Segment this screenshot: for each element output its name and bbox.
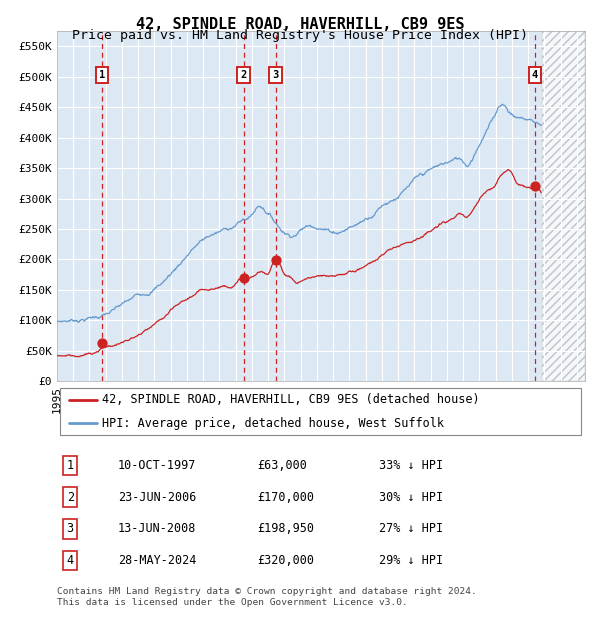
Text: 42, SPINDLE ROAD, HAVERHILL, CB9 9ES (detached house): 42, SPINDLE ROAD, HAVERHILL, CB9 9ES (de… (102, 394, 479, 407)
Text: 10-OCT-1997: 10-OCT-1997 (118, 459, 196, 472)
Text: 3: 3 (67, 522, 74, 535)
Text: 29% ↓ HPI: 29% ↓ HPI (379, 554, 443, 567)
Text: 4: 4 (67, 554, 74, 567)
Text: 28-MAY-2024: 28-MAY-2024 (118, 554, 196, 567)
Point (97, 338, 107, 348)
Text: 42, SPINDLE ROAD, HAVERHILL, CB9 9ES: 42, SPINDLE ROAD, HAVERHILL, CB9 9ES (136, 17, 464, 32)
Text: 23-JUN-2006: 23-JUN-2006 (118, 490, 196, 503)
Text: 4: 4 (532, 70, 538, 80)
Text: 30% ↓ HPI: 30% ↓ HPI (379, 490, 443, 503)
FancyBboxPatch shape (59, 388, 581, 435)
Point (271, 255, 280, 265)
Text: 3: 3 (272, 70, 278, 80)
Text: 1: 1 (99, 70, 105, 80)
Text: 13-JUN-2008: 13-JUN-2008 (118, 522, 196, 535)
Text: 33% ↓ HPI: 33% ↓ HPI (379, 459, 443, 472)
Text: £198,950: £198,950 (257, 522, 314, 535)
Text: 1: 1 (67, 459, 74, 472)
Text: Price paid vs. HM Land Registry's House Price Index (HPI): Price paid vs. HM Land Registry's House … (72, 29, 528, 42)
Text: 2: 2 (67, 490, 74, 503)
Text: £320,000: £320,000 (257, 554, 314, 567)
Text: 27% ↓ HPI: 27% ↓ HPI (379, 522, 443, 535)
Text: 2: 2 (241, 70, 247, 80)
Text: £170,000: £170,000 (257, 490, 314, 503)
Text: HPI: Average price, detached house, West Suffolk: HPI: Average price, detached house, West… (102, 417, 444, 430)
Text: Contains HM Land Registry data © Crown copyright and database right 2024.: Contains HM Land Registry data © Crown c… (57, 587, 477, 596)
Text: £63,000: £63,000 (257, 459, 308, 472)
Point (530, 182, 539, 192)
Text: This data is licensed under the Open Government Licence v3.0.: This data is licensed under the Open Gov… (57, 598, 408, 607)
Point (239, 273, 248, 283)
